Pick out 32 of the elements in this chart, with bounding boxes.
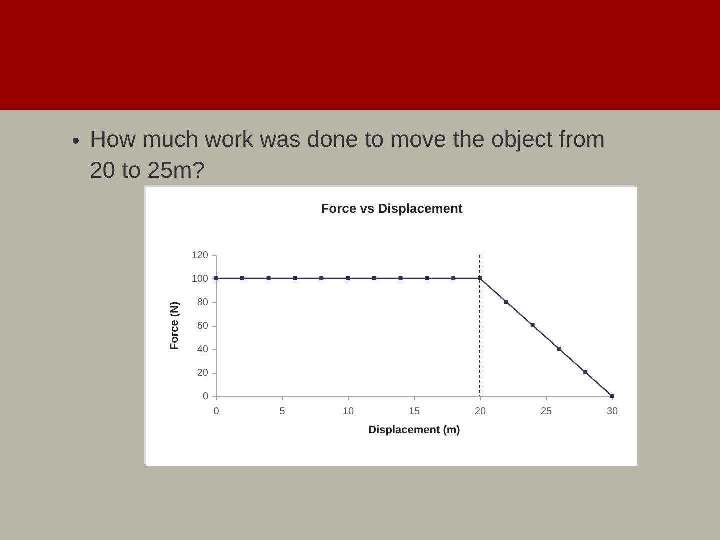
point [398, 276, 403, 280]
y-tick-label: 120 [192, 250, 209, 262]
y-tick-label: 0 [202, 392, 209, 402]
point [452, 276, 456, 280]
point [557, 347, 562, 351]
y-tick-label: 60 [197, 321, 209, 332]
point [346, 276, 350, 280]
point [504, 300, 508, 304]
point [266, 276, 271, 280]
chart-title: Force vs Displacement [321, 201, 464, 216]
point [530, 324, 535, 328]
x-tick-label: 5 [280, 406, 286, 418]
point [610, 394, 614, 398]
point [584, 370, 588, 374]
point [320, 276, 324, 280]
point [425, 276, 430, 280]
y-tick-label: 80 [197, 298, 209, 308]
x-tick-label: 25 [540, 406, 552, 418]
text: How much work was done to move the object from 20 to 25m? [90, 125, 606, 185]
y-tick-label: 100 [192, 274, 209, 285]
x-tick-label: 15 [408, 406, 420, 418]
x-tick-label: 10 [342, 406, 354, 418]
y-tick-label: 40 [197, 344, 209, 356]
x-axis-title: Displacement (m) [368, 424, 461, 436]
x-tick-label: 30 [606, 406, 618, 418]
point [372, 276, 376, 280]
x-tick-label: 20 [474, 406, 486, 418]
y-tick-label: 20 [197, 368, 209, 379]
x-tick-label: 0 [214, 406, 220, 418]
y-axis-title: Force (N) [168, 302, 181, 350]
point [293, 276, 298, 280]
point [240, 276, 244, 280]
